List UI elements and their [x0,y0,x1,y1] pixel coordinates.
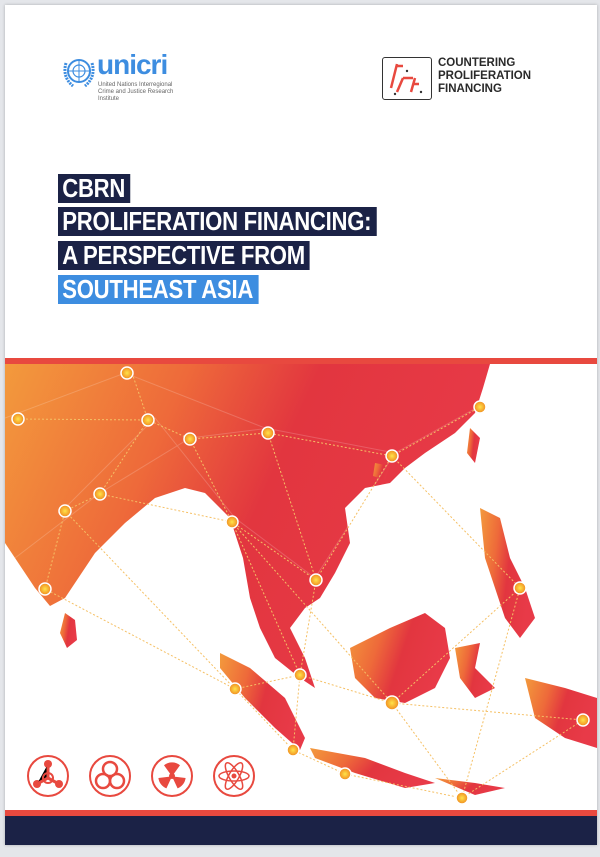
title-text: A PERSPECTIVE FROM [58,241,310,270]
landmass [5,364,597,795]
title-text: CBRN [58,174,131,203]
footer-red-stripe [5,810,597,816]
cpf-logo-text: COUNTERING PROLIFERATION FINANCING [438,57,531,96]
title-line-3: A PERSPECTIVE FROM [58,241,354,270]
network-nodes [11,366,590,805]
biohazard-icon [89,755,131,797]
radiation-icon [151,755,193,797]
cpf-line: PROLIFERATION [438,70,532,82]
unicri-wordmark: unicri [97,49,168,80]
chemical-icon [27,755,69,797]
title-text: PROLIFERATION FINANCING: [58,207,377,236]
un-emblem-icon [63,59,95,88]
footer-navy-band [5,816,597,845]
report-cover: unicri United Nations Interregional Crim… [5,5,597,845]
title-line-4: SOUTHEAST ASIA [58,275,294,304]
title-line-2: PROLIFERATION FINANCING: [58,207,433,236]
southeast-asia-network-map [5,358,597,805]
unicri-subtitle: United Nations Interregional Crime and J… [98,82,174,102]
title-line-1: CBRN [58,174,143,203]
cpf-logo-icon [382,57,432,100]
cpf-line: COUNTERING [438,57,516,69]
title-text: SOUTHEAST ASIA [58,275,259,304]
cpf-line: FINANCING [438,83,502,95]
atom-icon [213,755,255,797]
